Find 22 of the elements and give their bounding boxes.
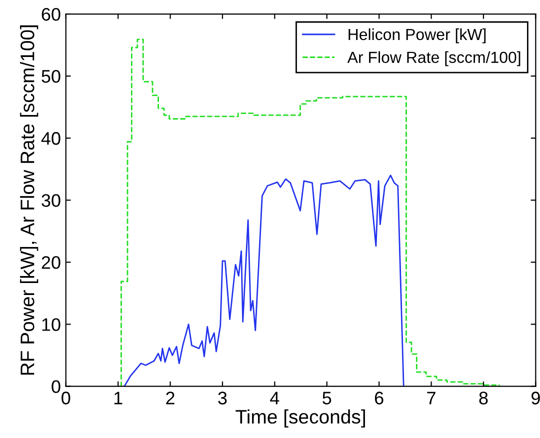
x-tick-label: 4 (270, 392, 280, 404)
y-tick-label: 50 (42, 70, 60, 83)
line-series (124, 174, 404, 386)
x-tick-label: 7 (427, 392, 436, 404)
y-tick-label: 30 (42, 194, 60, 207)
x-tick-label: 0 (62, 392, 70, 404)
legend-label: Helicon Power [kW] (348, 28, 486, 44)
y-tick-label: 20 (42, 256, 60, 269)
y-tick-label: 40 (41, 132, 60, 145)
x-tick-label: 9 (532, 392, 540, 404)
x-tick-label: 1 (114, 392, 122, 404)
legend-label: Ar Flow Rate [sccm/100] (347, 51, 520, 66)
x-tick-label: 3 (218, 392, 227, 404)
x-tick-label: 2 (166, 392, 174, 404)
y-tick-label: 60 (42, 8, 60, 21)
y-tick-label: 10 (42, 318, 60, 331)
x-tick-label: 5 (322, 392, 332, 404)
x-axis-title: Time [seconds] (236, 409, 365, 428)
y-axis-title: RF Power [kW], Ar Flow Rate [sccm/100] (20, 25, 38, 375)
x-tick-label: 6 (374, 392, 384, 404)
x-tick-label: 8 (479, 392, 488, 404)
y-tick-label: 0 (52, 380, 60, 394)
